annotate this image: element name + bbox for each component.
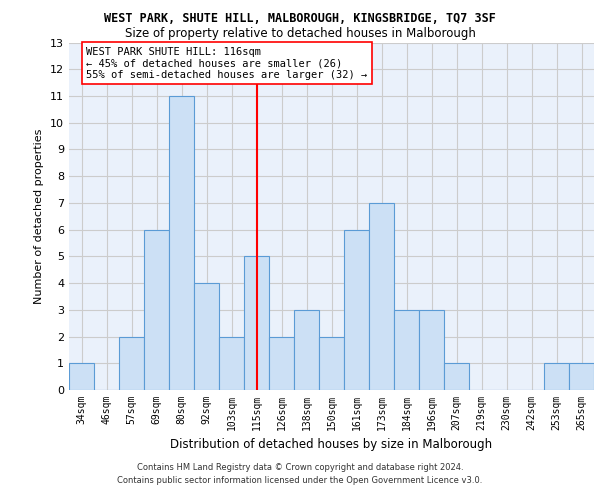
Text: Size of property relative to detached houses in Malborough: Size of property relative to detached ho… — [125, 28, 475, 40]
Bar — [544, 364, 569, 390]
Bar — [319, 336, 344, 390]
Bar — [144, 230, 169, 390]
Bar — [244, 256, 269, 390]
Bar — [369, 203, 394, 390]
Bar — [219, 336, 244, 390]
Text: Contains public sector information licensed under the Open Government Licence v3: Contains public sector information licen… — [118, 476, 482, 485]
Bar — [344, 230, 369, 390]
Bar — [194, 283, 219, 390]
Text: WEST PARK, SHUTE HILL, MALBOROUGH, KINGSBRIDGE, TQ7 3SF: WEST PARK, SHUTE HILL, MALBOROUGH, KINGS… — [104, 12, 496, 26]
X-axis label: Distribution of detached houses by size in Malborough: Distribution of detached houses by size … — [170, 438, 493, 452]
Bar — [169, 96, 194, 390]
Bar — [294, 310, 319, 390]
Bar — [569, 364, 594, 390]
Text: Contains HM Land Registry data © Crown copyright and database right 2024.: Contains HM Land Registry data © Crown c… — [137, 464, 463, 472]
Y-axis label: Number of detached properties: Number of detached properties — [34, 128, 44, 304]
Bar — [394, 310, 419, 390]
Bar — [69, 364, 94, 390]
Bar — [444, 364, 469, 390]
Text: WEST PARK SHUTE HILL: 116sqm
← 45% of detached houses are smaller (26)
55% of se: WEST PARK SHUTE HILL: 116sqm ← 45% of de… — [86, 46, 368, 80]
Bar — [419, 310, 444, 390]
Bar — [269, 336, 294, 390]
Bar — [119, 336, 144, 390]
